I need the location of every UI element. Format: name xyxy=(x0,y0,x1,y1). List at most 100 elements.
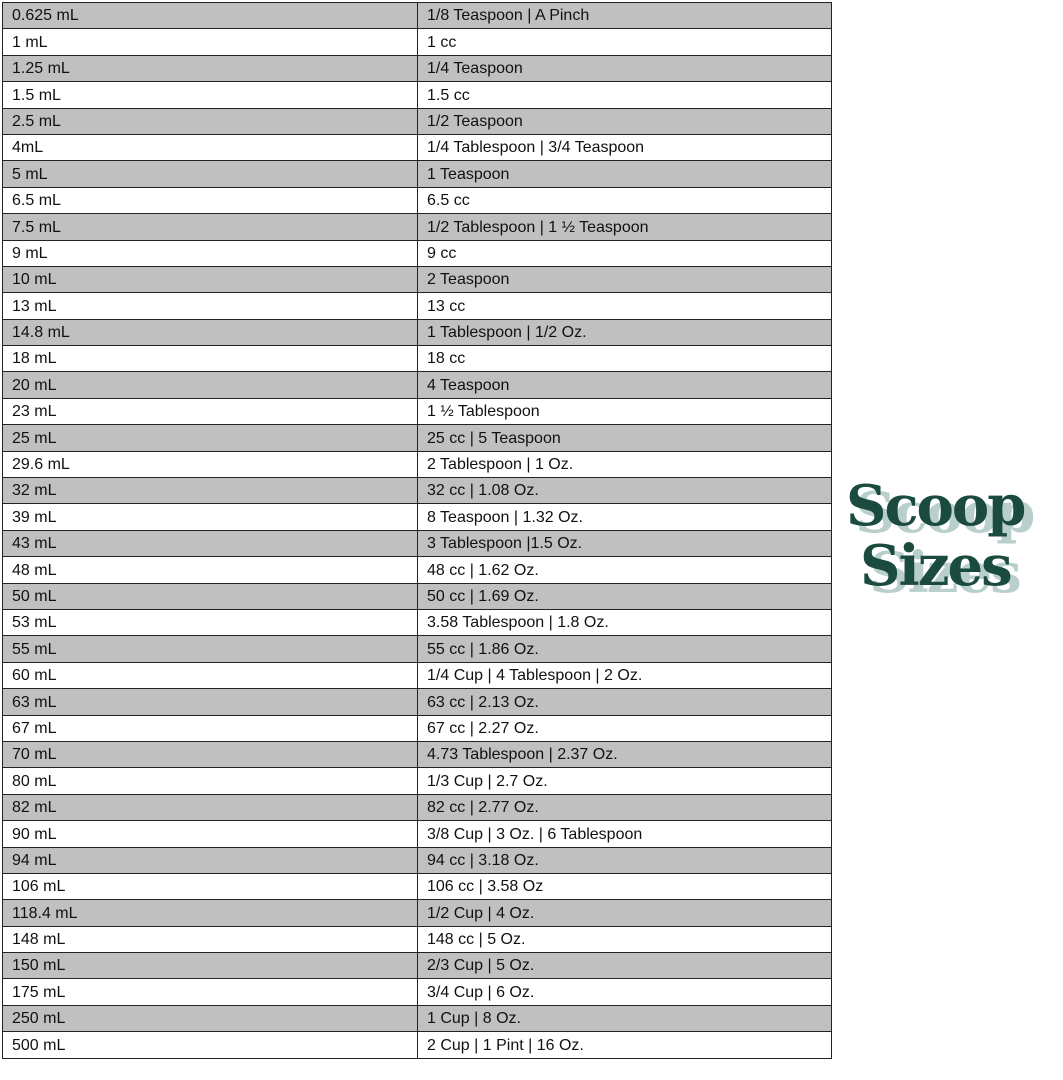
table-row: 32 mL 32 cc | 1.08 Oz. xyxy=(2,477,832,505)
volume-ml-cell: 106 mL xyxy=(2,872,418,901)
volume-ml-cell: 82 mL xyxy=(2,793,418,822)
volume-ml-cell: 2.5 mL xyxy=(2,107,418,135)
equivalent-cell: 3 Tablespoon |1.5 Oz. xyxy=(417,529,832,558)
equivalent-cell: 1 cc xyxy=(417,28,832,56)
volume-ml-cell: 48 mL xyxy=(2,556,418,584)
volume-ml-cell: 0.625 mL xyxy=(2,1,418,30)
equivalent-cell: 4 Teaspoon xyxy=(417,371,832,399)
equivalent-cell: 1 Cup | 8 Oz. xyxy=(417,1004,832,1033)
table-row: 5 mL 1 Teaspoon xyxy=(2,160,832,188)
volume-ml-cell: 13 mL xyxy=(2,292,418,320)
equivalent-cell: 1/8 Teaspoon | A Pinch xyxy=(417,1,832,30)
table-row: 2.5 mL 1/2 Teaspoon xyxy=(2,107,832,135)
equivalent-cell: 48 cc | 1.62 Oz. xyxy=(417,556,832,584)
equivalent-cell: 3.58 Tablespoon | 1.8 Oz. xyxy=(417,608,832,637)
equivalent-cell: 6.5 cc xyxy=(417,186,832,215)
volume-ml-cell: 39 mL xyxy=(2,503,418,531)
table-row: 150 mL 2/3 Cup | 5 Oz. xyxy=(2,952,832,980)
table-row: 1.25 mL 1/4 Teaspoon xyxy=(2,54,832,83)
scoop-sizes-logo: Scoop Sizes xyxy=(846,476,1061,596)
equivalent-cell: 13 cc xyxy=(417,292,832,320)
logo-line-2: Sizes xyxy=(846,536,1061,596)
table-row: 90 mL 3/8 Cup | 3 Oz. | 6 Tablespoon xyxy=(2,820,832,848)
equivalent-cell: 1 Tablespoon | 1/2 Oz. xyxy=(417,318,832,347)
volume-ml-cell: 25 mL xyxy=(2,424,418,452)
equivalent-cell: 1/4 Tablespoon | 3/4 Teaspoon xyxy=(417,133,832,162)
volume-ml-cell: 7.5 mL xyxy=(2,213,418,241)
volume-ml-cell: 55 mL xyxy=(2,635,418,663)
table-row: 53 mL 3.58 Tablespoon | 1.8 Oz. xyxy=(2,608,832,637)
table-row: 50 mL 50 cc | 1.69 Oz. xyxy=(2,582,832,610)
table-row: 175 mL 3/4 Cup | 6 Oz. xyxy=(2,978,832,1006)
equivalent-cell: 25 cc | 5 Teaspoon xyxy=(417,424,832,452)
equivalent-cell: 9 cc xyxy=(417,239,832,267)
table-row: 148 mL 148 cc | 5 Oz. xyxy=(2,925,832,954)
equivalent-cell: 2 Cup | 1 Pint | 16 Oz. xyxy=(417,1031,832,1059)
table-row: 1.5 mL 1.5 cc xyxy=(2,81,832,109)
equivalent-cell: 2 Tablespoon | 1 Oz. xyxy=(417,450,832,479)
equivalent-cell: 1/2 Cup | 4 Oz. xyxy=(417,899,832,927)
table-row: 7.5 mL 1/2 Tablespoon | 1 ½ Teaspoon xyxy=(2,213,832,241)
volume-ml-cell: 9 mL xyxy=(2,239,418,267)
table-row: 13 mL 13 cc xyxy=(2,292,832,320)
table-row: 70 mL 4.73 Tablespoon | 2.37 Oz. xyxy=(2,740,832,769)
table-row: 500 mL 2 Cup | 1 Pint | 16 Oz. xyxy=(2,1031,832,1059)
logo-line-1: Scoop xyxy=(846,476,1061,536)
table-row: 48 mL 48 cc | 1.62 Oz. xyxy=(2,556,832,584)
volume-ml-cell: 50 mL xyxy=(2,582,418,610)
equivalent-cell: 106 cc | 3.58 Oz xyxy=(417,872,832,901)
table-row: 29.6 mL 2 Tablespoon | 1 Oz. xyxy=(2,450,832,479)
table-row: 18 mL 18 cc xyxy=(2,345,832,373)
table-row: 20 mL 4 Teaspoon xyxy=(2,371,832,399)
volume-ml-cell: 94 mL xyxy=(2,846,418,874)
table-row: 14.8 mL 1 Tablespoon | 1/2 Oz. xyxy=(2,318,832,347)
table-row: 67 mL 67 cc | 2.27 Oz. xyxy=(2,714,832,742)
equivalent-cell: 1/4 Cup | 4 Tablespoon | 2 Oz. xyxy=(417,661,832,690)
table-row: 250 mL 1 Cup | 8 Oz. xyxy=(2,1004,832,1033)
table-row: 23 mL 1 ½ Tablespoon xyxy=(2,397,832,426)
table-row: 82 mL 82 cc | 2.77 Oz. xyxy=(2,793,832,822)
equivalent-cell: 2 Teaspoon xyxy=(417,265,832,294)
equivalent-cell: 148 cc | 5 Oz. xyxy=(417,925,832,954)
volume-ml-cell: 60 mL xyxy=(2,661,418,690)
volume-ml-cell: 1.5 mL xyxy=(2,81,418,109)
equivalent-cell: 3/4 Cup | 6 Oz. xyxy=(417,978,832,1006)
table-row: 60 mL 1/4 Cup | 4 Tablespoon | 2 Oz. xyxy=(2,661,832,690)
table-row: 10 mL 2 Teaspoon xyxy=(2,265,832,294)
equivalent-cell: 18 cc xyxy=(417,345,832,373)
volume-ml-cell: 5 mL xyxy=(2,160,418,188)
equivalent-cell: 1/3 Cup | 2.7 Oz. xyxy=(417,767,832,795)
volume-ml-cell: 500 mL xyxy=(2,1031,418,1059)
equivalent-cell: 55 cc | 1.86 Oz. xyxy=(417,635,832,663)
volume-ml-cell: 29.6 mL xyxy=(2,450,418,479)
volume-ml-cell: 148 mL xyxy=(2,925,418,954)
volume-ml-cell: 32 mL xyxy=(2,477,418,505)
logo-text: Scoop xyxy=(846,473,1026,539)
equivalent-cell: 4.73 Tablespoon | 2.37 Oz. xyxy=(417,740,832,769)
equivalent-cell: 1/2 Tablespoon | 1 ½ Teaspoon xyxy=(417,213,832,241)
equivalent-cell: 1/4 Teaspoon xyxy=(417,54,832,83)
equivalent-cell: 1/2 Teaspoon xyxy=(417,107,832,135)
table-row: 55 mL 55 cc | 1.86 Oz. xyxy=(2,635,832,663)
equivalent-cell: 67 cc | 2.27 Oz. xyxy=(417,714,832,742)
table-row: 1 mL 1 cc xyxy=(2,28,832,56)
volume-ml-cell: 6.5 mL xyxy=(2,186,418,215)
volume-ml-cell: 175 mL xyxy=(2,978,418,1006)
volume-ml-cell: 63 mL xyxy=(2,688,418,716)
table-row: 9 mL 9 cc xyxy=(2,239,832,267)
volume-ml-cell: 1.25 mL xyxy=(2,54,418,83)
table-row: 106 mL 106 cc | 3.58 Oz xyxy=(2,872,832,901)
volume-ml-cell: 23 mL xyxy=(2,397,418,426)
table-row: 80 mL 1/3 Cup | 2.7 Oz. xyxy=(2,767,832,795)
table-row: 25 mL 25 cc | 5 Teaspoon xyxy=(2,424,832,452)
table-row: 0.625 mL 1/8 Teaspoon | A Pinch xyxy=(2,1,832,30)
table-row: 39 mL 8 Teaspoon | 1.32 Oz. xyxy=(2,503,832,531)
volume-ml-cell: 20 mL xyxy=(2,371,418,399)
volume-ml-cell: 18 mL xyxy=(2,345,418,373)
equivalent-cell: 8 Teaspoon | 1.32 Oz. xyxy=(417,503,832,531)
volume-ml-cell: 10 mL xyxy=(2,265,418,294)
table-row: 118.4 mL 1/2 Cup | 4 Oz. xyxy=(2,899,832,927)
equivalent-cell: 50 cc | 1.69 Oz. xyxy=(417,582,832,610)
equivalent-cell: 1.5 cc xyxy=(417,81,832,109)
volume-ml-cell: 90 mL xyxy=(2,820,418,848)
